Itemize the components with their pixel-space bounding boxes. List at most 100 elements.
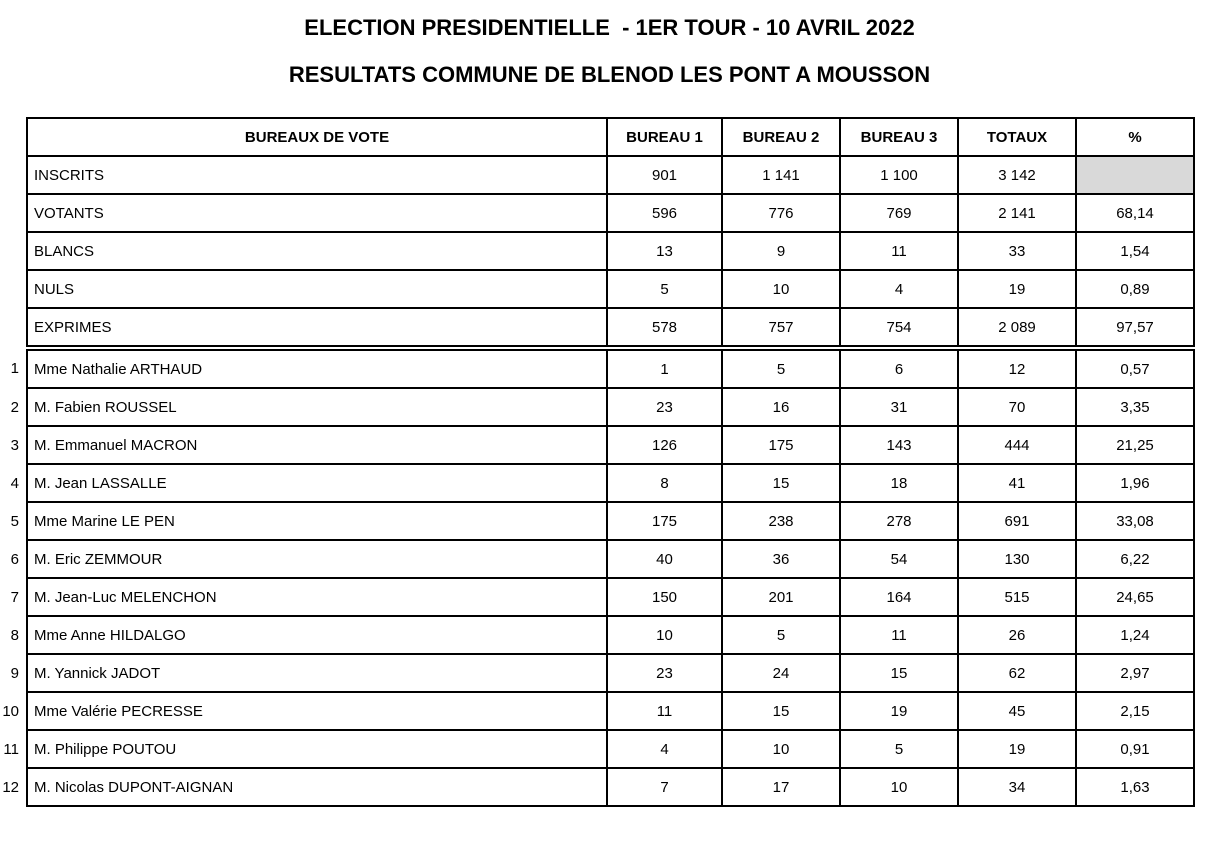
candidate-number: 10 [0,692,27,730]
row-number [0,232,27,270]
candidate-name: Mme Marine LE PEN [26,501,608,541]
total-value: 41 [957,463,1077,503]
bureau1-value: 4 [606,729,723,769]
row-label: BLANCS [26,231,608,271]
bureau2-value: 10 [721,729,841,769]
bureau2-value: 5 [721,347,841,389]
bureau2-value: 17 [721,767,841,807]
percent-value: 6,22 [1075,539,1195,579]
bureau3-value: 31 [839,387,959,427]
percent-value: 97,57 [1075,307,1195,351]
candidate-row: 4 M. Jean LASSALLE 8 15 18 41 1,96 [0,463,1195,503]
bureau2-value: 15 [721,691,841,731]
bureau2-value: 16 [721,387,841,427]
bureau2-value: 175 [721,425,841,465]
percent-value: 21,25 [1075,425,1195,465]
candidate-row: 3 M. Emmanuel MACRON 126 175 143 444 21,… [0,425,1195,465]
bureau1-value: 23 [606,387,723,427]
candidate-name: Mme Nathalie ARTHAUD [26,347,608,389]
candidate-name: M. Yannick JADOT [26,653,608,693]
percent-value: 1,96 [1075,463,1195,503]
total-value: 515 [957,577,1077,617]
percent-value: 0,57 [1075,347,1195,389]
candidate-name: Mme Anne HILDALGO [26,615,608,655]
candidate-number: 4 [0,464,27,502]
row-blancs: BLANCS 13 9 11 33 1,54 [0,231,1195,271]
bureau3-value: 15 [839,653,959,693]
bureau1-value: 13 [606,231,723,271]
row-inscrits: INSCRITS 901 1 141 1 100 3 142 [0,155,1195,195]
percent-value: 2,15 [1075,691,1195,731]
candidate-name: M. Philippe POUTOU [26,729,608,769]
candidate-number: 2 [0,388,27,426]
bureau1-value: 901 [606,155,723,195]
total-value: 691 [957,501,1077,541]
bureau2-value: 201 [721,577,841,617]
candidate-row: 2 M. Fabien ROUSSEL 23 16 31 70 3,35 [0,387,1195,427]
candidate-row: 5 Mme Marine LE PEN 175 238 278 691 33,0… [0,501,1195,541]
bureau1-value: 7 [606,767,723,807]
bureau3-value: 278 [839,501,959,541]
row-number [0,270,27,308]
candidate-number: 11 [0,730,27,768]
bureau1-value: 1 [606,347,723,389]
bureau3-value: 10 [839,767,959,807]
bureau2-value: 1 141 [721,155,841,195]
bureau2-value: 238 [721,501,841,541]
page-subtitle: RESULTATS COMMUNE DE BLENOD LES PONT A M… [288,62,931,87]
bureau3-value: 754 [839,307,959,351]
col-header-bureau-2: BUREAU 2 [721,117,841,157]
candidate-number: 9 [0,654,27,692]
col-header-totaux: TOTAUX [957,117,1077,157]
candidate-number: 6 [0,540,27,578]
percent-value: 24,65 [1075,577,1195,617]
total-value: 70 [957,387,1077,427]
bureau1-value: 40 [606,539,723,579]
bureau3-value: 143 [839,425,959,465]
bureau1-value: 11 [606,691,723,731]
candidate-number: 8 [0,616,27,654]
total-value: 130 [957,539,1077,579]
candidate-row: 9 M. Yannick JADOT 23 24 15 62 2,97 [0,653,1195,693]
col-header-bureau-1: BUREAU 1 [606,117,723,157]
candidate-row: 1 Mme Nathalie ARTHAUD 1 5 6 12 0,57 [0,347,1195,389]
candidate-row: 12 M. Nicolas DUPONT-AIGNAN 7 17 10 34 1… [0,767,1195,807]
total-value: 2 089 [957,307,1077,351]
candidate-number: 1 [0,348,27,388]
row-label: NULS [26,269,608,309]
bureau3-value: 11 [839,231,959,271]
percent-value: 1,63 [1075,767,1195,807]
percent-value: 33,08 [1075,501,1195,541]
col-header-percent: % [1075,117,1195,157]
percent-value: 2,97 [1075,653,1195,693]
candidate-row: 7 M. Jean-Luc MELENCHON 150 201 164 515 … [0,577,1195,617]
row-label: VOTANTS [26,193,608,233]
percent-value: 3,35 [1075,387,1195,427]
bureau3-value: 5 [839,729,959,769]
candidate-name: M. Nicolas DUPONT-AIGNAN [26,767,608,807]
percent-value-shaded [1075,155,1195,195]
percent-value: 1,54 [1075,231,1195,271]
row-nuls: NULS 5 10 4 19 0,89 [0,269,1195,309]
total-value: 26 [957,615,1077,655]
candidate-number: 12 [0,768,27,806]
bureau3-value: 19 [839,691,959,731]
total-value: 33 [957,231,1077,271]
bureau1-value: 150 [606,577,723,617]
bureau3-value: 769 [839,193,959,233]
candidate-number: 5 [0,502,27,540]
results-table: BUREAUX DE VOTE BUREAU 1 BUREAU 2 BUREAU… [0,117,1195,807]
col-header-bureaux-de-vote: BUREAUX DE VOTE [26,117,608,157]
bureau2-value: 36 [721,539,841,579]
bureau2-value: 776 [721,193,841,233]
bureau2-value: 15 [721,463,841,503]
candidate-name: M. Emmanuel MACRON [26,425,608,465]
bureau3-value: 1 100 [839,155,959,195]
row-label: INSCRITS [26,155,608,195]
bureau3-value: 4 [839,269,959,309]
candidate-name: Mme Valérie PECRESSE [26,691,608,731]
bureau3-value: 164 [839,577,959,617]
candidate-name: M. Eric ZEMMOUR [26,539,608,579]
total-value: 12 [957,347,1077,389]
